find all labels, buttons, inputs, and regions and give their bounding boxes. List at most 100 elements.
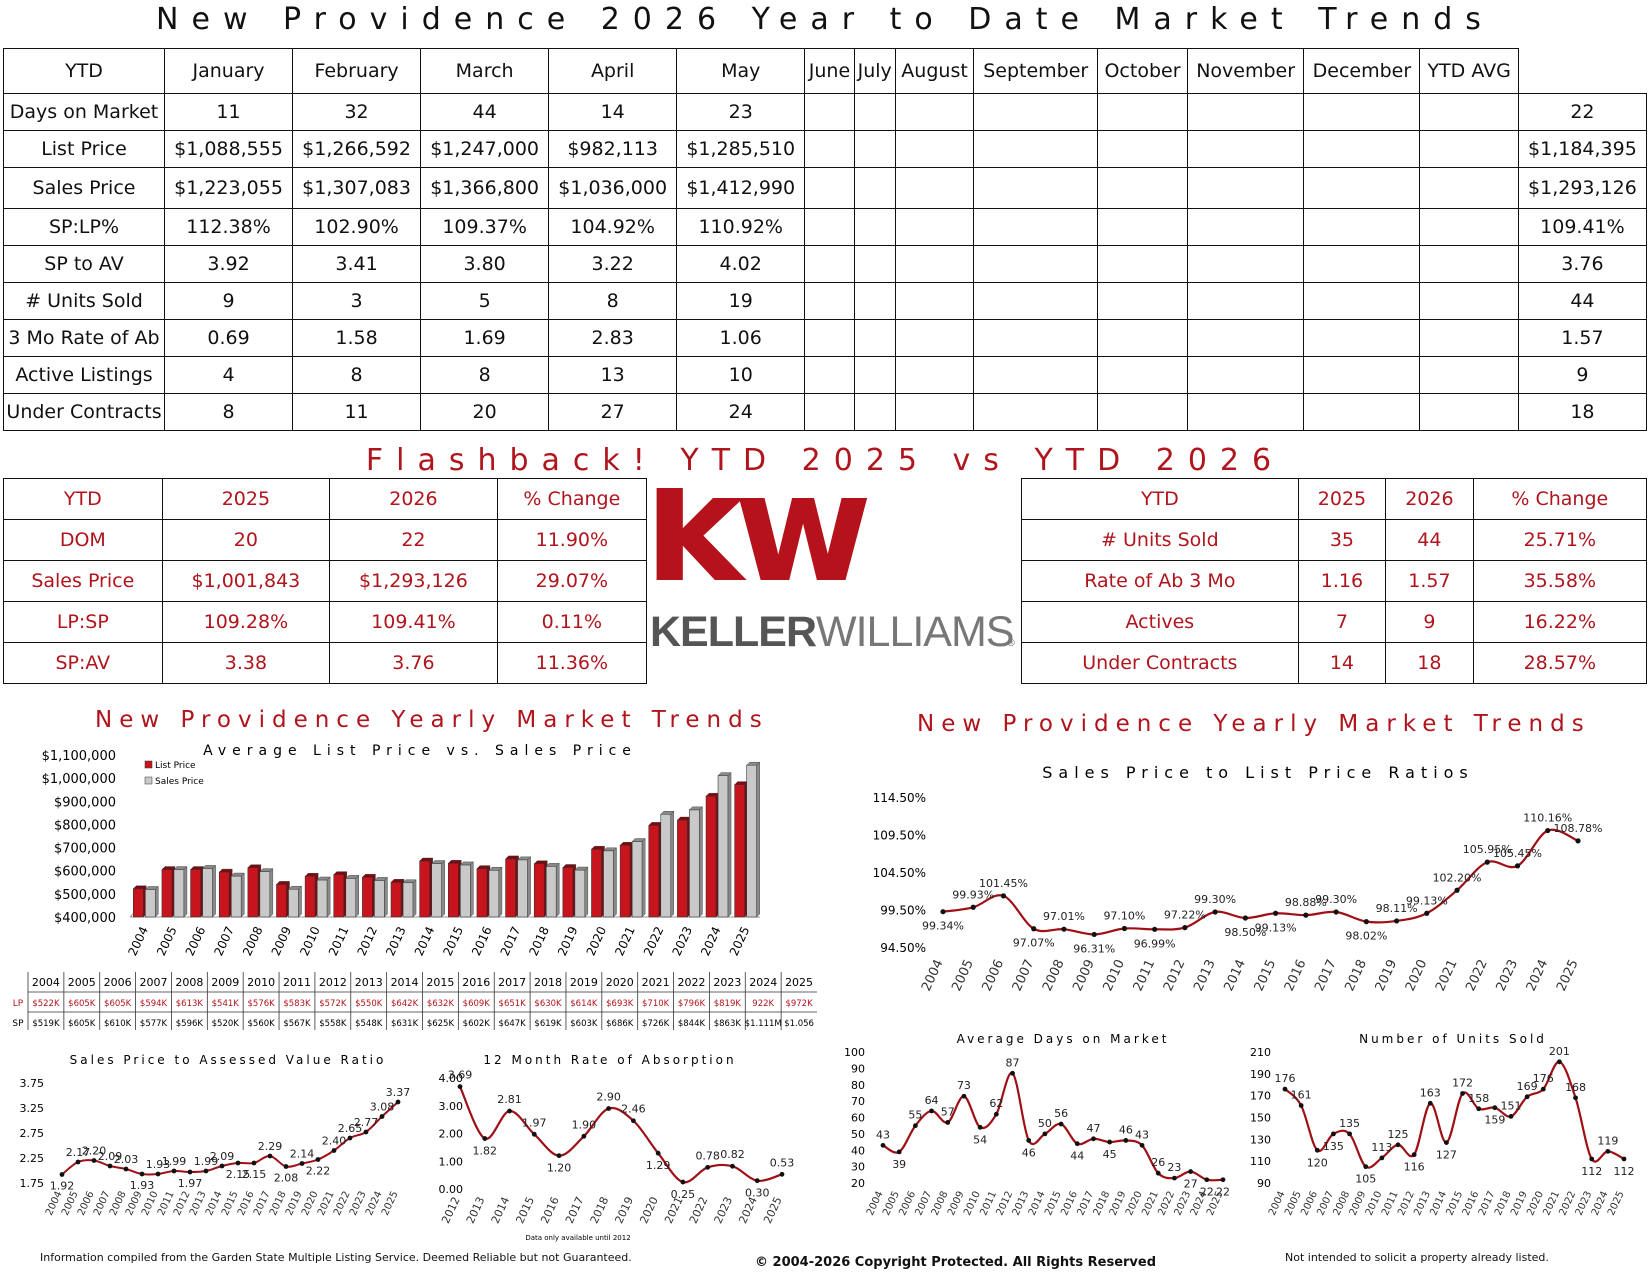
data-label: 0.82: [720, 1148, 745, 1161]
data-label: 23: [1167, 1161, 1181, 1174]
y-tick-label: $1,100,000: [42, 749, 116, 764]
data-point: [945, 1120, 951, 1125]
data-point: [581, 1133, 587, 1139]
x-tick-label: 2016: [538, 1195, 562, 1226]
legend-label: List Price: [155, 761, 196, 771]
y-tick-label: 40: [851, 1144, 865, 1157]
flashback-row: SP:AV 3.38 3.76 11.36%: [3, 642, 648, 684]
table-year: 2006: [104, 976, 132, 989]
data-label: 105.45%: [1493, 847, 1542, 860]
table-cell: 104.92%: [548, 208, 678, 246]
list-price-bar: [247, 867, 259, 918]
y-tick-label: 104.50%: [873, 866, 926, 880]
data-point: [1155, 1170, 1161, 1176]
chart-title: Average Days on Market: [957, 1032, 1170, 1046]
sales-price-bar: [460, 864, 471, 918]
row-label: List Price: [3, 130, 165, 168]
data-label: 97.22%: [1164, 909, 1206, 922]
data-point: [1042, 1131, 1048, 1137]
y-tick-label: $600,000: [54, 865, 116, 880]
table-cell: [853, 393, 896, 431]
bar-top: [390, 879, 405, 883]
table-cell: 109.28%: [161, 601, 331, 643]
list-price-bar: [562, 867, 574, 918]
column-header: August: [894, 48, 975, 94]
series-line: [882, 1072, 1224, 1182]
data-point: [1605, 1148, 1611, 1154]
table-row: Active Listings 4 8 8 13 10 9: [3, 356, 1648, 394]
data-label: 201: [1549, 1045, 1570, 1058]
data-point: [754, 1178, 760, 1184]
table-sp-value: $863K: [714, 1019, 742, 1029]
table-year: 2021: [642, 976, 670, 989]
table-year: 2022: [677, 976, 705, 989]
data-point: [235, 1160, 241, 1166]
table-cell: [1186, 167, 1305, 209]
sp-av-ratio-line-chart: Sales Price to Assessed Value Ratio 1.75 2…: [20, 1053, 411, 1217]
table-lp-value: $541K: [212, 999, 240, 1009]
bar-top: [476, 865, 491, 869]
flashback-row: Rate of Ab 3 Mo 1.16 1.57 35.58%: [1021, 560, 1648, 602]
table-cell: 35.58%: [1472, 560, 1648, 602]
table-lp-value: $632K: [427, 999, 455, 1009]
chart-title: 12 Month Rate of Absorption: [483, 1053, 736, 1067]
data-label: 1.97: [178, 1177, 203, 1190]
list-price-bar: [448, 863, 459, 918]
table-cell: $1,088,555: [163, 130, 294, 168]
table-row: SP to AV 3.92 3.41 3.80 3.22 4.02 3.76: [3, 245, 1648, 283]
x-tick-label: 2017: [563, 1195, 587, 1226]
data-point: [1331, 1131, 1336, 1137]
list-price-bar: [190, 869, 201, 918]
x-tick-label: 2024: [698, 924, 724, 958]
data-label: 43: [1135, 1128, 1149, 1141]
bar-top: [316, 876, 331, 881]
list-price-bar: [705, 795, 717, 918]
sales-price-bar: [717, 775, 729, 918]
bar-side: [699, 806, 703, 918]
table-sp-value: $1.111M: [745, 1019, 782, 1029]
table-cell: [1303, 130, 1421, 168]
data-point: [59, 1172, 65, 1177]
data-point: [363, 1129, 369, 1135]
table-year: 2008: [175, 976, 203, 989]
table-sp-value: $647K: [499, 1019, 527, 1029]
bar-top: [259, 868, 274, 872]
data-label: 1.92: [50, 1180, 75, 1193]
bar-side: [527, 856, 531, 918]
data-point: [75, 1159, 81, 1165]
table-lp-value: $796K: [678, 999, 706, 1009]
flashback-row: Actives 7 9 16.22%: [1021, 601, 1648, 643]
data-point: [1282, 1086, 1288, 1092]
data-label: 1.99: [162, 1155, 187, 1168]
table-cell: [804, 245, 855, 283]
data-point: [331, 1148, 337, 1153]
table-cell: [1097, 208, 1188, 246]
table-cell: 44: [420, 93, 550, 131]
bar-side: [584, 866, 589, 918]
x-tick-label: 2023: [670, 924, 696, 958]
x-tick-label: 2020: [1403, 957, 1431, 993]
bar-side: [613, 847, 617, 918]
table-year: 2016: [462, 976, 490, 989]
table-row: Sales Price $1,223,055 $1,307,083 $1,366,80…: [3, 167, 1648, 209]
data-point: [1204, 1177, 1210, 1183]
table-sp-value: $548K: [355, 1019, 383, 1029]
table-cell: [973, 393, 1099, 431]
table-year: 2009: [211, 976, 239, 989]
flashback-title: Flashback! YTD 2025 vs YTD 2026: [365, 443, 1285, 478]
table-cell: $1,285,510: [676, 130, 806, 168]
table-lp-value: $594K: [140, 999, 168, 1009]
x-tick-label: 2013: [383, 924, 409, 958]
x-tick-label: 2015: [1252, 957, 1280, 993]
table-sp-value: $560K: [248, 1019, 276, 1029]
x-tick-label: 2008: [1040, 957, 1068, 993]
x-tick-label: 2004: [919, 957, 947, 993]
sales-price-bar: [631, 841, 643, 918]
data-point: [1000, 893, 1007, 899]
column-header: February: [292, 48, 422, 94]
table-cell: [1186, 130, 1305, 168]
data-point: [1545, 827, 1551, 834]
table-cell: [1097, 282, 1188, 320]
x-tick-label: 2011: [326, 924, 352, 958]
data-label: 62: [989, 1097, 1003, 1110]
